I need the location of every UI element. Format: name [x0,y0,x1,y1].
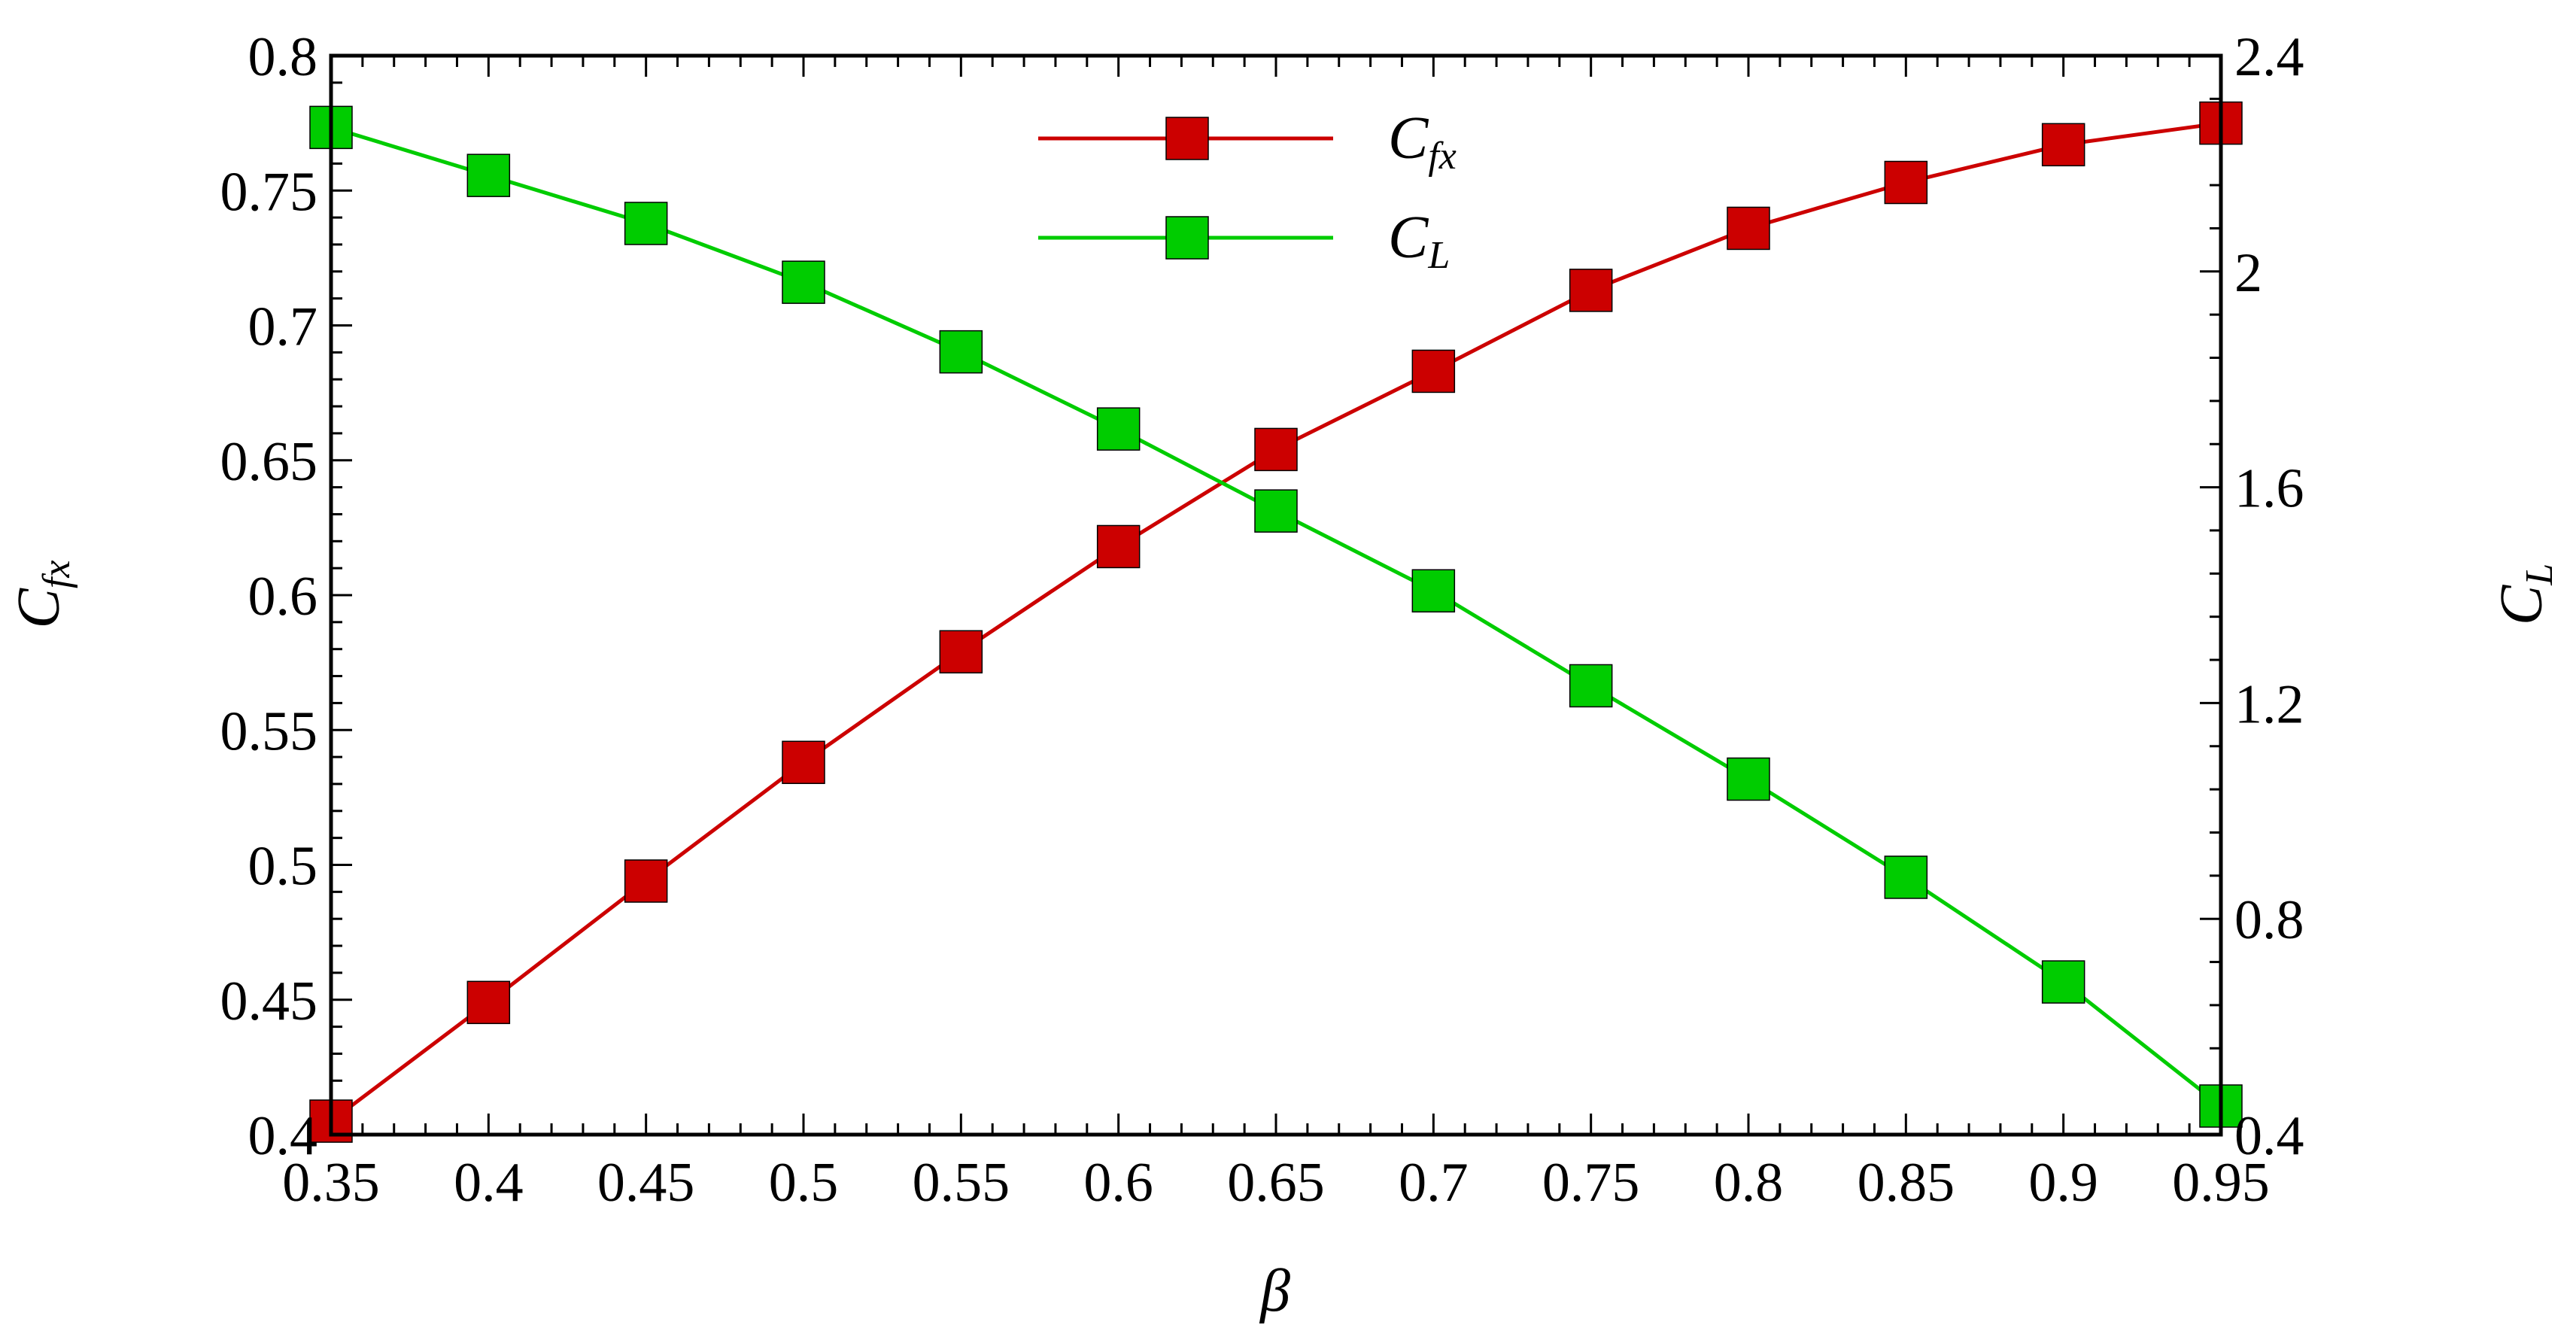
x-tick-label: 0.75 [1542,1152,1640,1214]
legend-marker-cl [1165,216,1209,260]
data-point-cfx [1254,427,1298,472]
y-left-tick-label: 0.7 [248,296,318,358]
x-tick-label: 0.9 [2028,1152,2098,1214]
y-left-tick-label: 0.4 [248,1105,318,1167]
data-point-cfx [1569,269,1613,312]
data-point-cl [1884,855,1928,899]
tick-labels: 0.35 0.4 0.45 0.5 0.55 0.6 0.65 0.7 0.75 0.8 0.85 0… [220,26,2304,1214]
x-tick-label: 0.45 [597,1152,695,1214]
data-point-cl [782,260,825,304]
y-right-tick-label: 2 [2234,242,2262,304]
data-point-cfx [782,740,825,785]
plot-frame [329,53,2223,1137]
x-axis-title: β [1259,1258,1290,1324]
data-point-cl [2041,960,2085,1004]
legend-label-cl: CL [1388,205,1450,277]
axis-ticks [330,54,2222,1136]
data-point-cfx [466,980,511,1025]
data-point-cl [1411,569,1456,613]
x-tick-label: 0.8 [1714,1152,1784,1214]
data-point-cfx [1884,160,1928,205]
legend-marker-cfx [1165,117,1209,160]
y-right-tick-label: 0.4 [2234,1105,2304,1167]
x-tick-label: 0.5 [769,1152,839,1214]
x-tick-label: 0.6 [1083,1152,1153,1214]
y-axis-right-title: CL [2489,564,2561,625]
data-point-cl [1727,757,1770,801]
y-left-tick-label: 0.75 [220,161,318,223]
data-point-cfx [939,630,983,674]
legend-label-sub: L [1427,234,1450,277]
x-tick-label: 0.85 [1858,1152,1955,1214]
data-point-cl [624,202,668,245]
legend-label-main: C [1388,105,1429,172]
y-left-tick-label: 0.55 [220,700,318,762]
data-point-cl [939,330,983,374]
y-left-tick-label: 0.5 [248,836,318,898]
x-tick-label: 0.35 [282,1152,380,1214]
legend-label-main: C [1388,205,1429,271]
data-point-cl [1096,407,1141,451]
y-axis-right-title-sub: L [2518,564,2561,586]
data-point-cfx [1727,206,1770,251]
y-axis-right-title-main: C [2489,584,2555,625]
y-axis-left-title-main: C [6,587,72,628]
series-line-cl [330,125,2222,1108]
data-point-cl [466,153,511,197]
data-point-cl [1254,489,1298,533]
y-left-tick-label: 0.6 [248,566,318,627]
data-point-cfx [624,859,668,903]
x-tick-label: 0.7 [1399,1152,1469,1214]
data-point-cfx [1411,349,1456,394]
y-right-tick-label: 1.2 [2234,673,2304,735]
data-point-cl [1569,664,1613,708]
data-point-cfx [1096,524,1141,569]
y-axis-left-title: Cfx [6,561,78,629]
y-right-tick-label: 1.6 [2234,458,2304,520]
x-tick-label: 0.4 [454,1152,524,1214]
y-left-tick-label: 0.45 [220,971,318,1032]
y-axis-left-title-sub: fx [35,561,78,589]
y-left-tick-label: 0.65 [220,431,318,493]
x-tick-label: 0.65 [1227,1152,1325,1214]
y-right-tick-label: 0.8 [2234,889,2304,951]
data-point-cfx [2041,123,2085,167]
y-left-tick-label: 0.8 [248,26,318,88]
legend-label-sub: fx [1428,135,1457,178]
x-tick-label: 0.55 [913,1152,1010,1214]
x-tick-label: 0.95 [2172,1152,2270,1214]
series-line-cfx [330,121,2222,1123]
y-right-tick-label: 2.4 [2234,26,2304,88]
series-group [309,101,2243,1143]
legend-label-cfx: Cfx [1388,105,1457,178]
